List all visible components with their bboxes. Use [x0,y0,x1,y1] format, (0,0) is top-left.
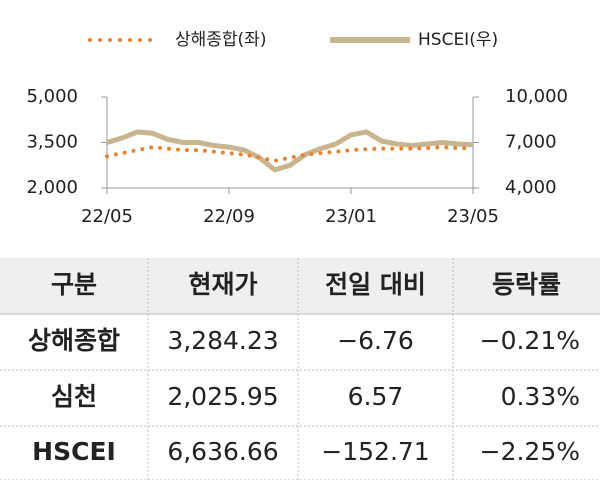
x-tick-label: 23/05 [447,206,499,227]
table-cell: −0.21% [480,326,580,355]
x-tick-label: 22/05 [81,206,133,227]
table-cell: HSCEI [32,437,116,466]
legend-label: 상해종합(좌) [175,30,266,50]
series-line [105,145,475,163]
table-cell: 심천 [51,382,97,411]
y-tick-label: 2,000 [26,177,78,198]
y2-tick-label: 7,000 [505,132,557,153]
series-line [106,129,474,173]
x-tick-label: 22/09 [203,206,255,227]
table-cell: 2,025.95 [167,382,278,411]
table-header: 전일 대비 [325,270,426,299]
y2-tick-label: 4,000 [505,177,557,198]
y-tick-label: 3,500 [26,132,78,153]
y-tick-label: 5,000 [26,86,78,107]
x-tick-label: 23/01 [325,206,377,227]
table-cell: 6.57 [348,382,404,411]
table-cell: −152.71 [321,437,429,466]
table-cell: −6.76 [337,326,414,355]
table-header: 구분 [51,270,97,299]
table-header: 현재가 [188,270,257,299]
table-cell: −2.25% [480,437,580,466]
table-cell: 상해종합 [28,326,120,355]
legend-label: HSCEI(우) [418,30,498,50]
table-cell: 0.33% [501,382,580,411]
y2-tick-label: 10,000 [505,86,568,107]
table-header: 등락률 [492,270,561,299]
table-cell: 6,636.66 [167,437,278,466]
table-cell: 3,284.23 [167,326,278,355]
table-header-bg [0,258,600,314]
